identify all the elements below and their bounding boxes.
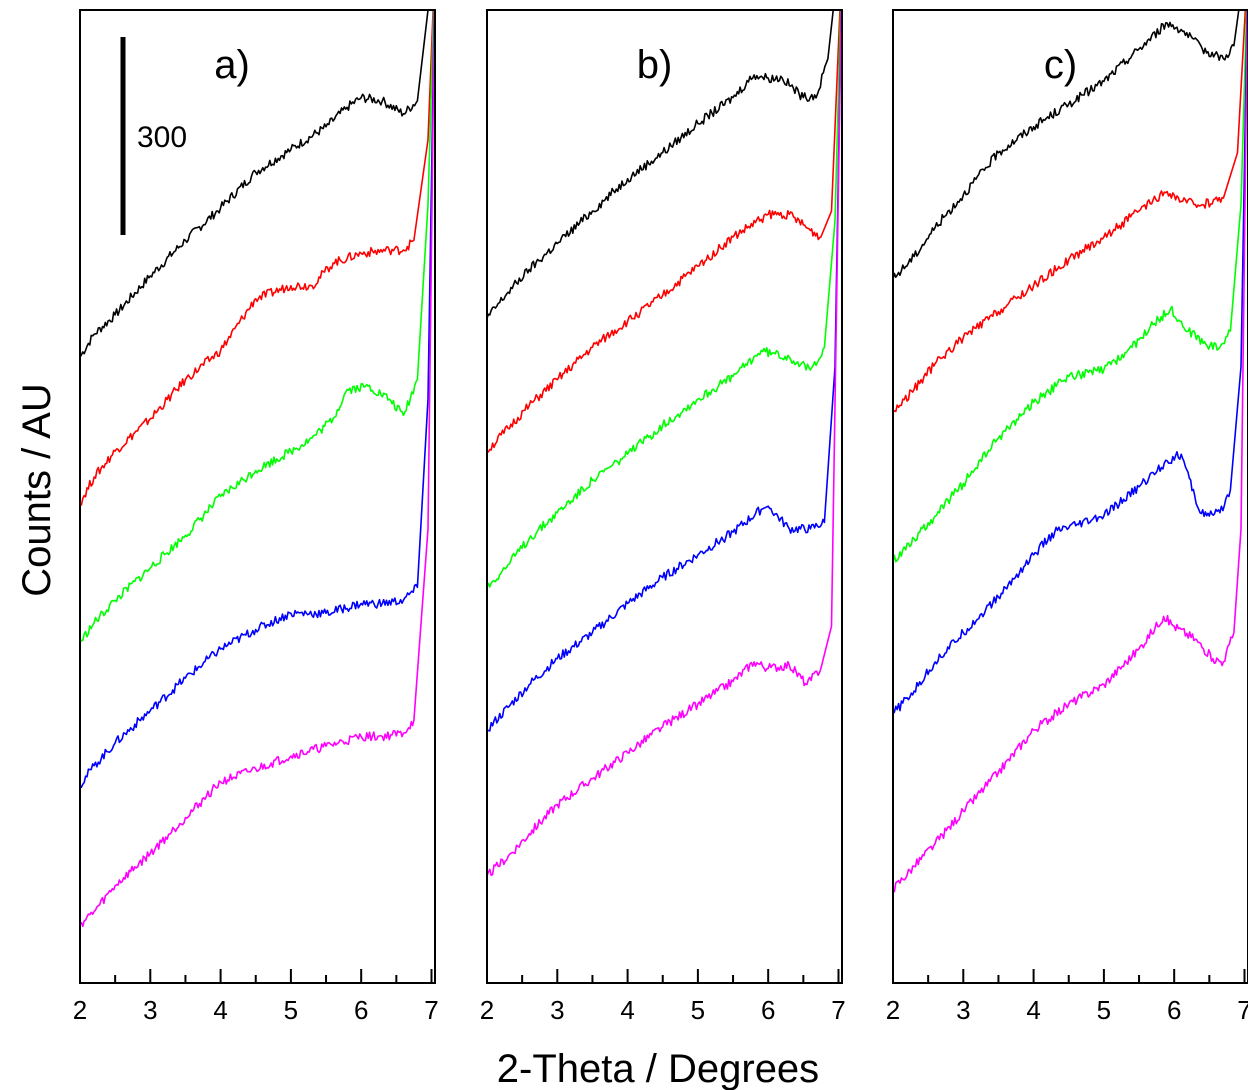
panel-2-series-5-line xyxy=(487,10,842,877)
scale-bar-label: 300 xyxy=(137,121,187,154)
panel-2: 2 3 4 5 6 7 b) xyxy=(480,9,846,1025)
panel-1-tick-label: 3 xyxy=(143,995,157,1025)
panel-3-tick-label: 2 xyxy=(886,995,900,1025)
panel-2-series-4-line xyxy=(487,10,842,732)
panel-3-tick-label: 4 xyxy=(1026,995,1040,1025)
panel-3-traces xyxy=(893,10,1248,893)
panel-1-tick-label: 5 xyxy=(284,995,298,1025)
panel-1-tick-label: 7 xyxy=(424,995,438,1025)
panels-group: 2 3 4 5 6 7 a) 300 2 3 4 5 6 7 b) 2 3 4 5 6 7 c) xyxy=(73,9,1248,1025)
panel-1-series-2-line xyxy=(80,10,434,506)
panel-2-tick-label: 2 xyxy=(480,995,494,1025)
panel-3-series-1-line xyxy=(893,10,1240,280)
panel-3-tick-label: 5 xyxy=(1097,995,1111,1025)
panel-3-tick-label: 3 xyxy=(956,995,970,1025)
panel-2-traces xyxy=(487,10,842,877)
panel-1-series-3-line xyxy=(80,10,435,643)
panel-1-series-5-line xyxy=(80,10,435,928)
panel-1-tick-label: 4 xyxy=(213,995,227,1025)
panel-2-frame xyxy=(486,9,843,984)
panel-2-label: b) xyxy=(637,43,673,87)
panel-1-tick-label: 2 xyxy=(73,995,87,1025)
panel-2-series-2-line xyxy=(487,10,841,453)
panel-1-traces xyxy=(80,10,435,928)
panel-2-tick-label: 5 xyxy=(691,995,705,1025)
panel-1-series-1-line xyxy=(80,10,429,358)
panel-1: 2 3 4 5 6 7 a) 300 xyxy=(73,9,439,1025)
panel-3: 2 3 4 5 6 7 c) xyxy=(886,9,1248,1025)
x-axis-title: 2-Theta / Degrees xyxy=(497,1047,819,1090)
panel-1-frame xyxy=(79,9,436,984)
panel-2-tick-label: 4 xyxy=(620,995,634,1025)
panel-3-series-4-line xyxy=(893,10,1248,715)
panel-1-label: a) xyxy=(214,43,250,87)
panel-2-tick-label: 3 xyxy=(550,995,564,1025)
panel-3-series-5-line xyxy=(893,10,1248,893)
panel-1-tick-label: 6 xyxy=(354,995,368,1025)
panel-2-series-3-line xyxy=(487,10,842,588)
panel-3-label: c) xyxy=(1044,43,1077,87)
panel-2-tick-label: 7 xyxy=(831,995,845,1025)
panel-3-tick-label: 6 xyxy=(1167,995,1181,1025)
y-axis-title: Counts / AU xyxy=(15,383,59,596)
panel-3-series-3-line xyxy=(893,10,1248,563)
panel-2-series-1-line xyxy=(487,10,835,319)
panel-2-tick-label: 6 xyxy=(761,995,775,1025)
panel-3-series-2-line xyxy=(893,10,1247,413)
panel-3-frame xyxy=(892,9,1248,984)
panel-1-series-4-line xyxy=(80,10,435,789)
panel-3-tick-label: 7 xyxy=(1237,995,1248,1025)
